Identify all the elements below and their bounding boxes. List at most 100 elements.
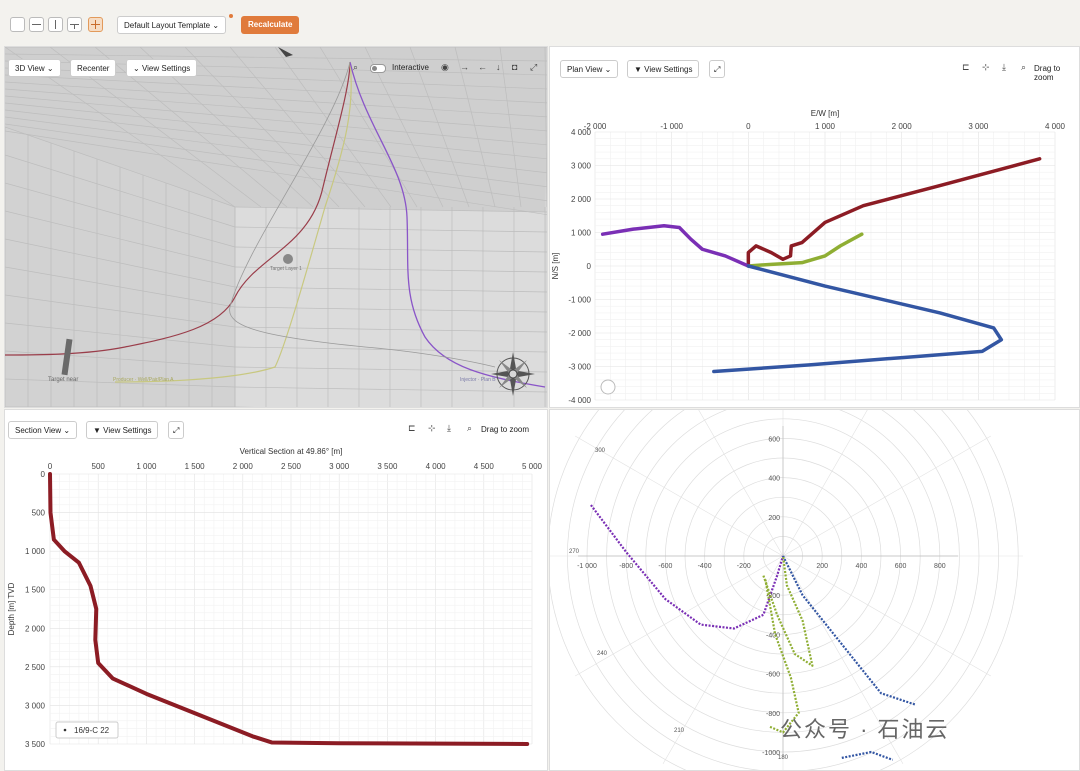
layout-template-select[interactable]: Default Layout Template ⌄ [117, 16, 227, 34]
eye-icon[interactable]: ◉ [441, 62, 449, 72]
view-3d-scene[interactable] [5, 47, 548, 408]
target-marker[interactable] [283, 254, 293, 264]
section-well-line [48, 472, 530, 746]
polar-spoke [782, 410, 868, 557]
polar-spoke [782, 435, 991, 557]
section-x-tick: 2 000 [233, 462, 254, 471]
polar-angle-label: 180 [778, 755, 789, 761]
label-well-a: Producer · Well/Pair/Plan A [113, 377, 174, 383]
plan-x-tick: 3 000 [968, 122, 989, 131]
target-plane [61, 338, 73, 376]
view-3d-select[interactable]: 3D View ⌄ [8, 59, 61, 77]
fullscreen-icon[interactable]: ⤢ [530, 62, 538, 72]
polar-x-tick: -600 [658, 563, 672, 570]
polar-x-tick: 400 [856, 563, 868, 570]
zoom-icon[interactable]: ⌕ [467, 423, 473, 433]
plan-x-tick: 4 000 [1045, 122, 1066, 131]
polar-spoke [698, 410, 784, 557]
polar-chart[interactable]: 600 400 200 -200 -400 -600 -800 -1000 -1 000 -800… [550, 410, 1080, 771]
fullscreen-icon[interactable]: ⤢ [168, 421, 185, 439]
camera-icon[interactable]: ◘ [512, 62, 518, 72]
plan-chart[interactable]: E/W [m] N/S [m] -2 000 -1 000 0 1 000 2 000 3 0… [550, 75, 1080, 408]
well-3d-purple[interactable] [349, 61, 546, 388]
polar-angle-label: 210 [674, 728, 685, 734]
section-x-tick: 3 000 [329, 462, 350, 471]
plan-x-tick: -2 000 [584, 122, 607, 131]
polar-angle-label: 300 [595, 448, 606, 454]
search-icon[interactable]: ⌕ [353, 62, 359, 72]
recalculate-button[interactable]: Recalculate [241, 16, 300, 34]
crosshair-icon[interactable]: ⊹ [982, 62, 990, 72]
well-3d-maroon[interactable] [5, 61, 351, 356]
watermark: 公众号 · 石油云 [780, 717, 950, 742]
section-x-tick: 3 500 [377, 462, 398, 471]
fullscreen-icon[interactable]: ⤢ [709, 60, 726, 78]
polar-x-tick: -800 [619, 563, 633, 570]
interactive-toggle[interactable] [370, 64, 386, 73]
section-x-tick: 4 000 [426, 462, 447, 471]
plan-legend-icon [600, 379, 616, 395]
well-3d-gray[interactable] [229, 61, 496, 368]
view-3d-settings-button[interactable]: ⌄ View Settings [126, 59, 198, 77]
chevron-down-icon: ⌄ [212, 21, 220, 30]
polar-r-tick: -800 [766, 711, 780, 718]
unsaved-dot [229, 14, 233, 18]
view-3d-title: 3D View [15, 64, 45, 73]
triangle-down-icon: ▼ [93, 426, 101, 435]
layout-grid-icon[interactable] [88, 17, 103, 32]
download-icon[interactable]: ⤓ [1002, 62, 1006, 72]
plan-y-tick: 0 [587, 262, 592, 271]
section-x-tick: 500 [92, 462, 106, 471]
plan-y-tick: -3 000 [568, 363, 591, 372]
polar-x-tick: 200 [816, 563, 828, 570]
layout-two-cols-icon[interactable] [48, 17, 63, 32]
polar-well-blue [782, 555, 917, 707]
polar-angle-label: 240 [597, 651, 608, 657]
section-y-tick: 1 000 [25, 547, 46, 556]
section-x-tick: 1 000 [136, 462, 157, 471]
plan-y-axis-label: N/S [m] [551, 253, 560, 280]
polar-x-tick: 600 [895, 563, 907, 570]
label-target-near: Target near [48, 377, 79, 383]
view-3d-panel[interactable]: Target near Target Layer 1 Producer · We… [4, 46, 548, 408]
compass-icon[interactable] [491, 352, 535, 396]
plan-view-settings-button[interactable]: ▼ View Settings [627, 60, 700, 78]
arrow-down-icon[interactable]: ↓ [496, 62, 501, 72]
crosshair-icon[interactable]: ⊹ [428, 423, 436, 433]
polar-x-tick: -400 [698, 563, 712, 570]
plan-x-tick: 1 000 [815, 122, 836, 131]
arrow-left-icon[interactable]: ← [478, 62, 487, 72]
section-view-panel[interactable]: Section View ⌄ ▼ View Settings ⤢ ⊏ ⊹ ⤓ ⌕… [4, 409, 548, 771]
polar-spoke [782, 555, 991, 677]
arrow-right-icon[interactable]: → [460, 62, 469, 72]
section-drag-zoom: Drag to zoom [481, 425, 530, 434]
layout-single-icon[interactable] [10, 17, 25, 32]
plan-y-tick: -1 000 [568, 296, 591, 305]
section-x-tick: 1 500 [185, 462, 206, 471]
section-x-tick: 2 500 [281, 462, 302, 471]
recenter-button[interactable]: Recenter [70, 59, 117, 77]
chevron-down-icon: ⌄ [133, 64, 140, 73]
section-view-select[interactable]: Section View ⌄ [8, 421, 78, 439]
polar-angle-label: 270 [569, 549, 580, 555]
plan-y-tick: -2 000 [568, 329, 591, 338]
layout-three-icon[interactable] [67, 17, 82, 32]
plan-view-select[interactable]: Plan View ⌄ [560, 60, 619, 78]
polar-well-green-a [762, 555, 814, 667]
section-view-settings-button[interactable]: ▼ View Settings [86, 421, 159, 439]
plan-y-tick: -4 000 [568, 396, 591, 405]
layout-two-rows-icon[interactable] [29, 17, 44, 32]
plan-view-panel[interactable]: Plan View ⌄ ▼ View Settings ⤢ ⊏ ⊹ ⤓ ⌕ Dr… [549, 46, 1080, 408]
interactive-label: Interactive [392, 63, 429, 72]
well-3d-green[interactable] [114, 61, 352, 383]
zoom-icon[interactable]: ⌕ [1021, 62, 1027, 72]
chevron-down-icon: ⌄ [604, 65, 612, 74]
chevron-down-icon: ⌄ [46, 64, 54, 73]
legend-toggle-icon[interactable]: ⊏ [408, 423, 416, 433]
polar-view-panel[interactable]: 600 400 200 -200 -400 -600 -800 -1000 -1 000 -800… [549, 409, 1080, 771]
section-x-tick: 4 500 [474, 462, 495, 471]
section-legend-box [55, 721, 119, 739]
section-chart[interactable]: Vertical Section at 49.86° [m] Depth [m] … [5, 442, 548, 771]
download-icon[interactable]: ⤓ [447, 423, 451, 433]
legend-toggle-icon[interactable]: ⊏ [962, 62, 970, 72]
